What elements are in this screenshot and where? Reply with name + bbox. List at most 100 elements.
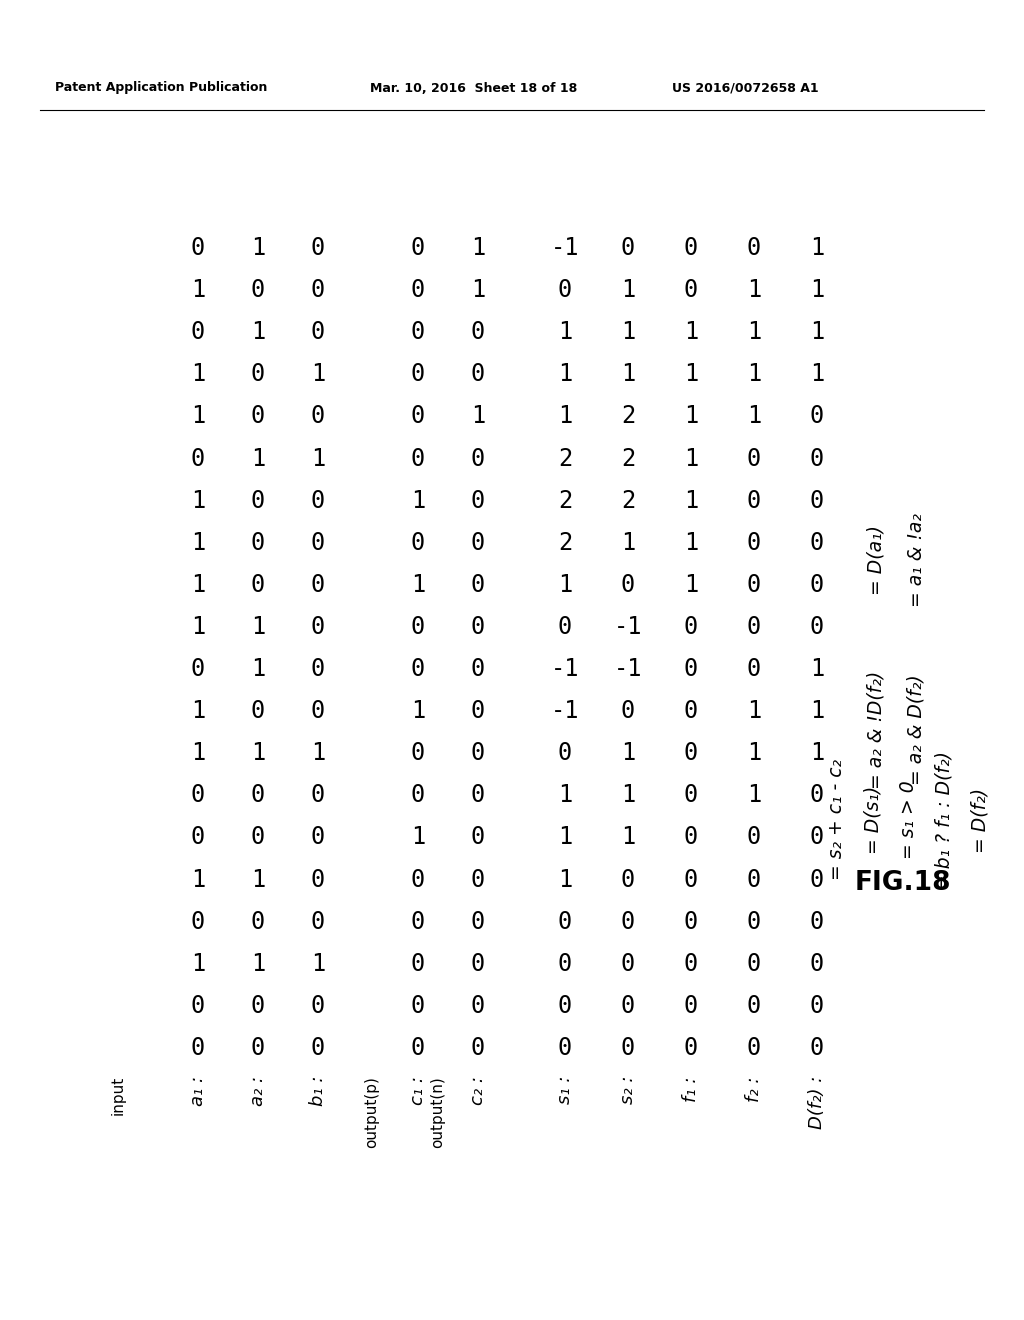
Text: 0: 0 [311,825,326,850]
Text: 1: 1 [311,742,326,766]
Text: 0: 0 [471,321,485,345]
Text: 1: 1 [746,700,761,723]
Text: 0: 0 [411,362,425,387]
Text: f₁ :: f₁ : [682,1076,700,1101]
Text: 0: 0 [684,909,698,933]
Text: 1: 1 [411,573,425,597]
Text: 0: 0 [746,657,761,681]
Text: s₁ :: s₁ : [556,1076,574,1105]
Text: 0: 0 [684,1036,698,1060]
Text: 0: 0 [746,952,761,975]
Text: 0: 0 [684,994,698,1018]
Text: 0: 0 [311,909,326,933]
Text: 1: 1 [746,279,761,302]
Text: 1: 1 [190,531,205,554]
Text: 1: 1 [251,446,265,470]
Text: 0: 0 [311,867,326,891]
Text: 0: 0 [621,867,635,891]
Text: 0: 0 [558,615,572,639]
Text: -1: -1 [551,700,580,723]
Text: 0: 0 [810,531,824,554]
Text: -1: -1 [551,657,580,681]
Text: 0: 0 [471,573,485,597]
Text: 0: 0 [411,657,425,681]
Text: = s₁ > 0: = s₁ > 0 [898,780,918,859]
Text: 0: 0 [411,446,425,470]
Text: 0: 0 [311,1036,326,1060]
Text: 0: 0 [746,1036,761,1060]
Text: 0: 0 [190,321,205,345]
Text: 0: 0 [190,1036,205,1060]
Text: 0: 0 [251,573,265,597]
Text: 0: 0 [471,531,485,554]
Text: 1: 1 [190,742,205,766]
Text: 1: 1 [746,362,761,387]
Text: 2: 2 [558,446,572,470]
Text: a₂ :: a₂ : [249,1076,267,1106]
Text: 0: 0 [411,236,425,260]
Text: 0: 0 [810,446,824,470]
Text: 0: 0 [411,1036,425,1060]
Text: output(n): output(n) [430,1076,445,1148]
Text: 0: 0 [471,783,485,808]
Text: 0: 0 [684,279,698,302]
Text: 0: 0 [621,909,635,933]
Text: 0: 0 [411,867,425,891]
Text: 1: 1 [621,531,635,554]
Text: 0: 0 [471,909,485,933]
Text: 0: 0 [311,279,326,302]
Text: 1: 1 [190,700,205,723]
Text: 0: 0 [746,825,761,850]
Text: 0: 0 [684,783,698,808]
Text: 0: 0 [558,742,572,766]
Text: -1: -1 [551,236,580,260]
Text: 0: 0 [621,236,635,260]
Text: 0: 0 [311,488,326,512]
Text: 1: 1 [411,825,425,850]
Text: 0: 0 [810,783,824,808]
Text: 0: 0 [558,279,572,302]
Text: 1: 1 [558,783,572,808]
Text: 0: 0 [471,1036,485,1060]
Text: 1: 1 [684,573,698,597]
Text: 0: 0 [311,700,326,723]
Text: 0: 0 [411,279,425,302]
Text: 0: 0 [311,994,326,1018]
Text: 0: 0 [471,742,485,766]
Text: 0: 0 [311,236,326,260]
Text: 0: 0 [411,952,425,975]
Text: 0: 0 [810,404,824,429]
Text: 0: 0 [684,867,698,891]
Text: 1: 1 [558,404,572,429]
Text: 0: 0 [746,615,761,639]
Text: 1: 1 [190,952,205,975]
Text: c₁ :: c₁ : [409,1076,427,1105]
Text: 0: 0 [746,867,761,891]
Text: 1: 1 [251,615,265,639]
Text: 0: 0 [471,488,485,512]
Text: 1: 1 [311,362,326,387]
Text: 0: 0 [190,783,205,808]
Text: 1: 1 [558,321,572,345]
Text: 1: 1 [190,279,205,302]
Text: 0: 0 [558,1036,572,1060]
Text: 1: 1 [746,783,761,808]
Text: 1: 1 [810,742,824,766]
Text: Patent Application Publication: Patent Application Publication [55,82,267,95]
Text: -1: -1 [613,615,642,639]
Text: 0: 0 [684,615,698,639]
Text: 1: 1 [190,615,205,639]
Text: 0: 0 [558,994,572,1018]
Text: 1: 1 [190,573,205,597]
Text: 1: 1 [558,867,572,891]
Text: 0: 0 [471,867,485,891]
Text: 0: 0 [471,825,485,850]
Text: 1: 1 [621,783,635,808]
Text: 0: 0 [621,573,635,597]
Text: 1: 1 [558,573,572,597]
Text: = D(s₁): = D(s₁) [863,785,883,854]
Text: 0: 0 [558,909,572,933]
Text: 2: 2 [621,488,635,512]
Text: 0: 0 [311,573,326,597]
Text: 1: 1 [621,825,635,850]
